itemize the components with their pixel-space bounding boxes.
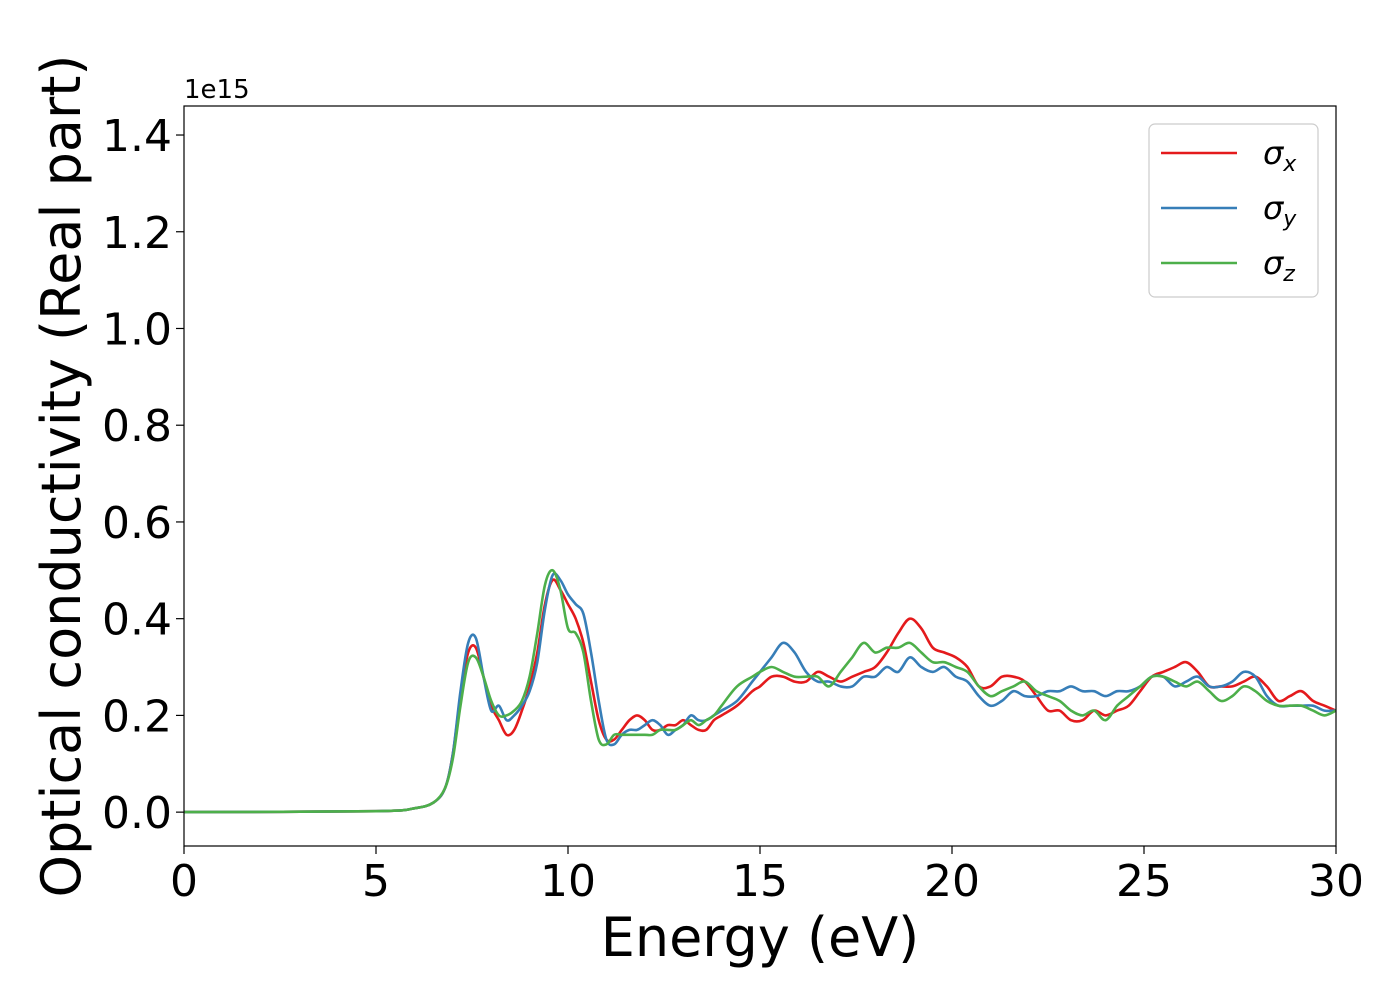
y-tick-label: 0.2 bbox=[102, 691, 172, 742]
y-axis-label: Optical conductivity (Real part) bbox=[30, 55, 93, 898]
y-tick-label: 1.4 bbox=[102, 111, 172, 162]
y-tick-label: 0.4 bbox=[102, 595, 172, 646]
y-tick-label: 1.0 bbox=[102, 304, 172, 355]
x-tick-label: 5 bbox=[362, 856, 390, 907]
y-tick-label: 0.8 bbox=[102, 401, 172, 452]
x-tick-label: 30 bbox=[1308, 856, 1364, 907]
y-tick-label: 1.2 bbox=[102, 208, 172, 259]
series-line-x bbox=[183, 578, 1337, 814]
y-tick-label: 0.6 bbox=[102, 498, 172, 549]
y-axis-offset-label: 1e15 bbox=[184, 75, 250, 105]
legend-label-y: σy bbox=[1263, 189, 1297, 232]
x-tick-label: 10 bbox=[540, 856, 596, 907]
x-tick-label: 25 bbox=[1116, 856, 1172, 907]
x-axis: 0 5 10 15 20 25 30 bbox=[170, 846, 1364, 907]
legend-box bbox=[1148, 123, 1319, 298]
y-axis: 0.0 0.2 0.4 0.6 0.8 1.0 1.2 1.4 bbox=[102, 111, 184, 839]
series-line-y bbox=[183, 572, 1337, 814]
x-tick-label: 15 bbox=[732, 856, 788, 907]
y-tick-label: 0.0 bbox=[102, 788, 172, 839]
legend-label-x: σx bbox=[1263, 134, 1297, 177]
series-layer bbox=[183, 568, 1337, 814]
x-axis-label: Energy (eV) bbox=[601, 906, 920, 969]
series-line-z bbox=[183, 568, 1337, 814]
x-tick-label: 20 bbox=[924, 856, 980, 907]
x-tick-label: 0 bbox=[170, 856, 198, 907]
